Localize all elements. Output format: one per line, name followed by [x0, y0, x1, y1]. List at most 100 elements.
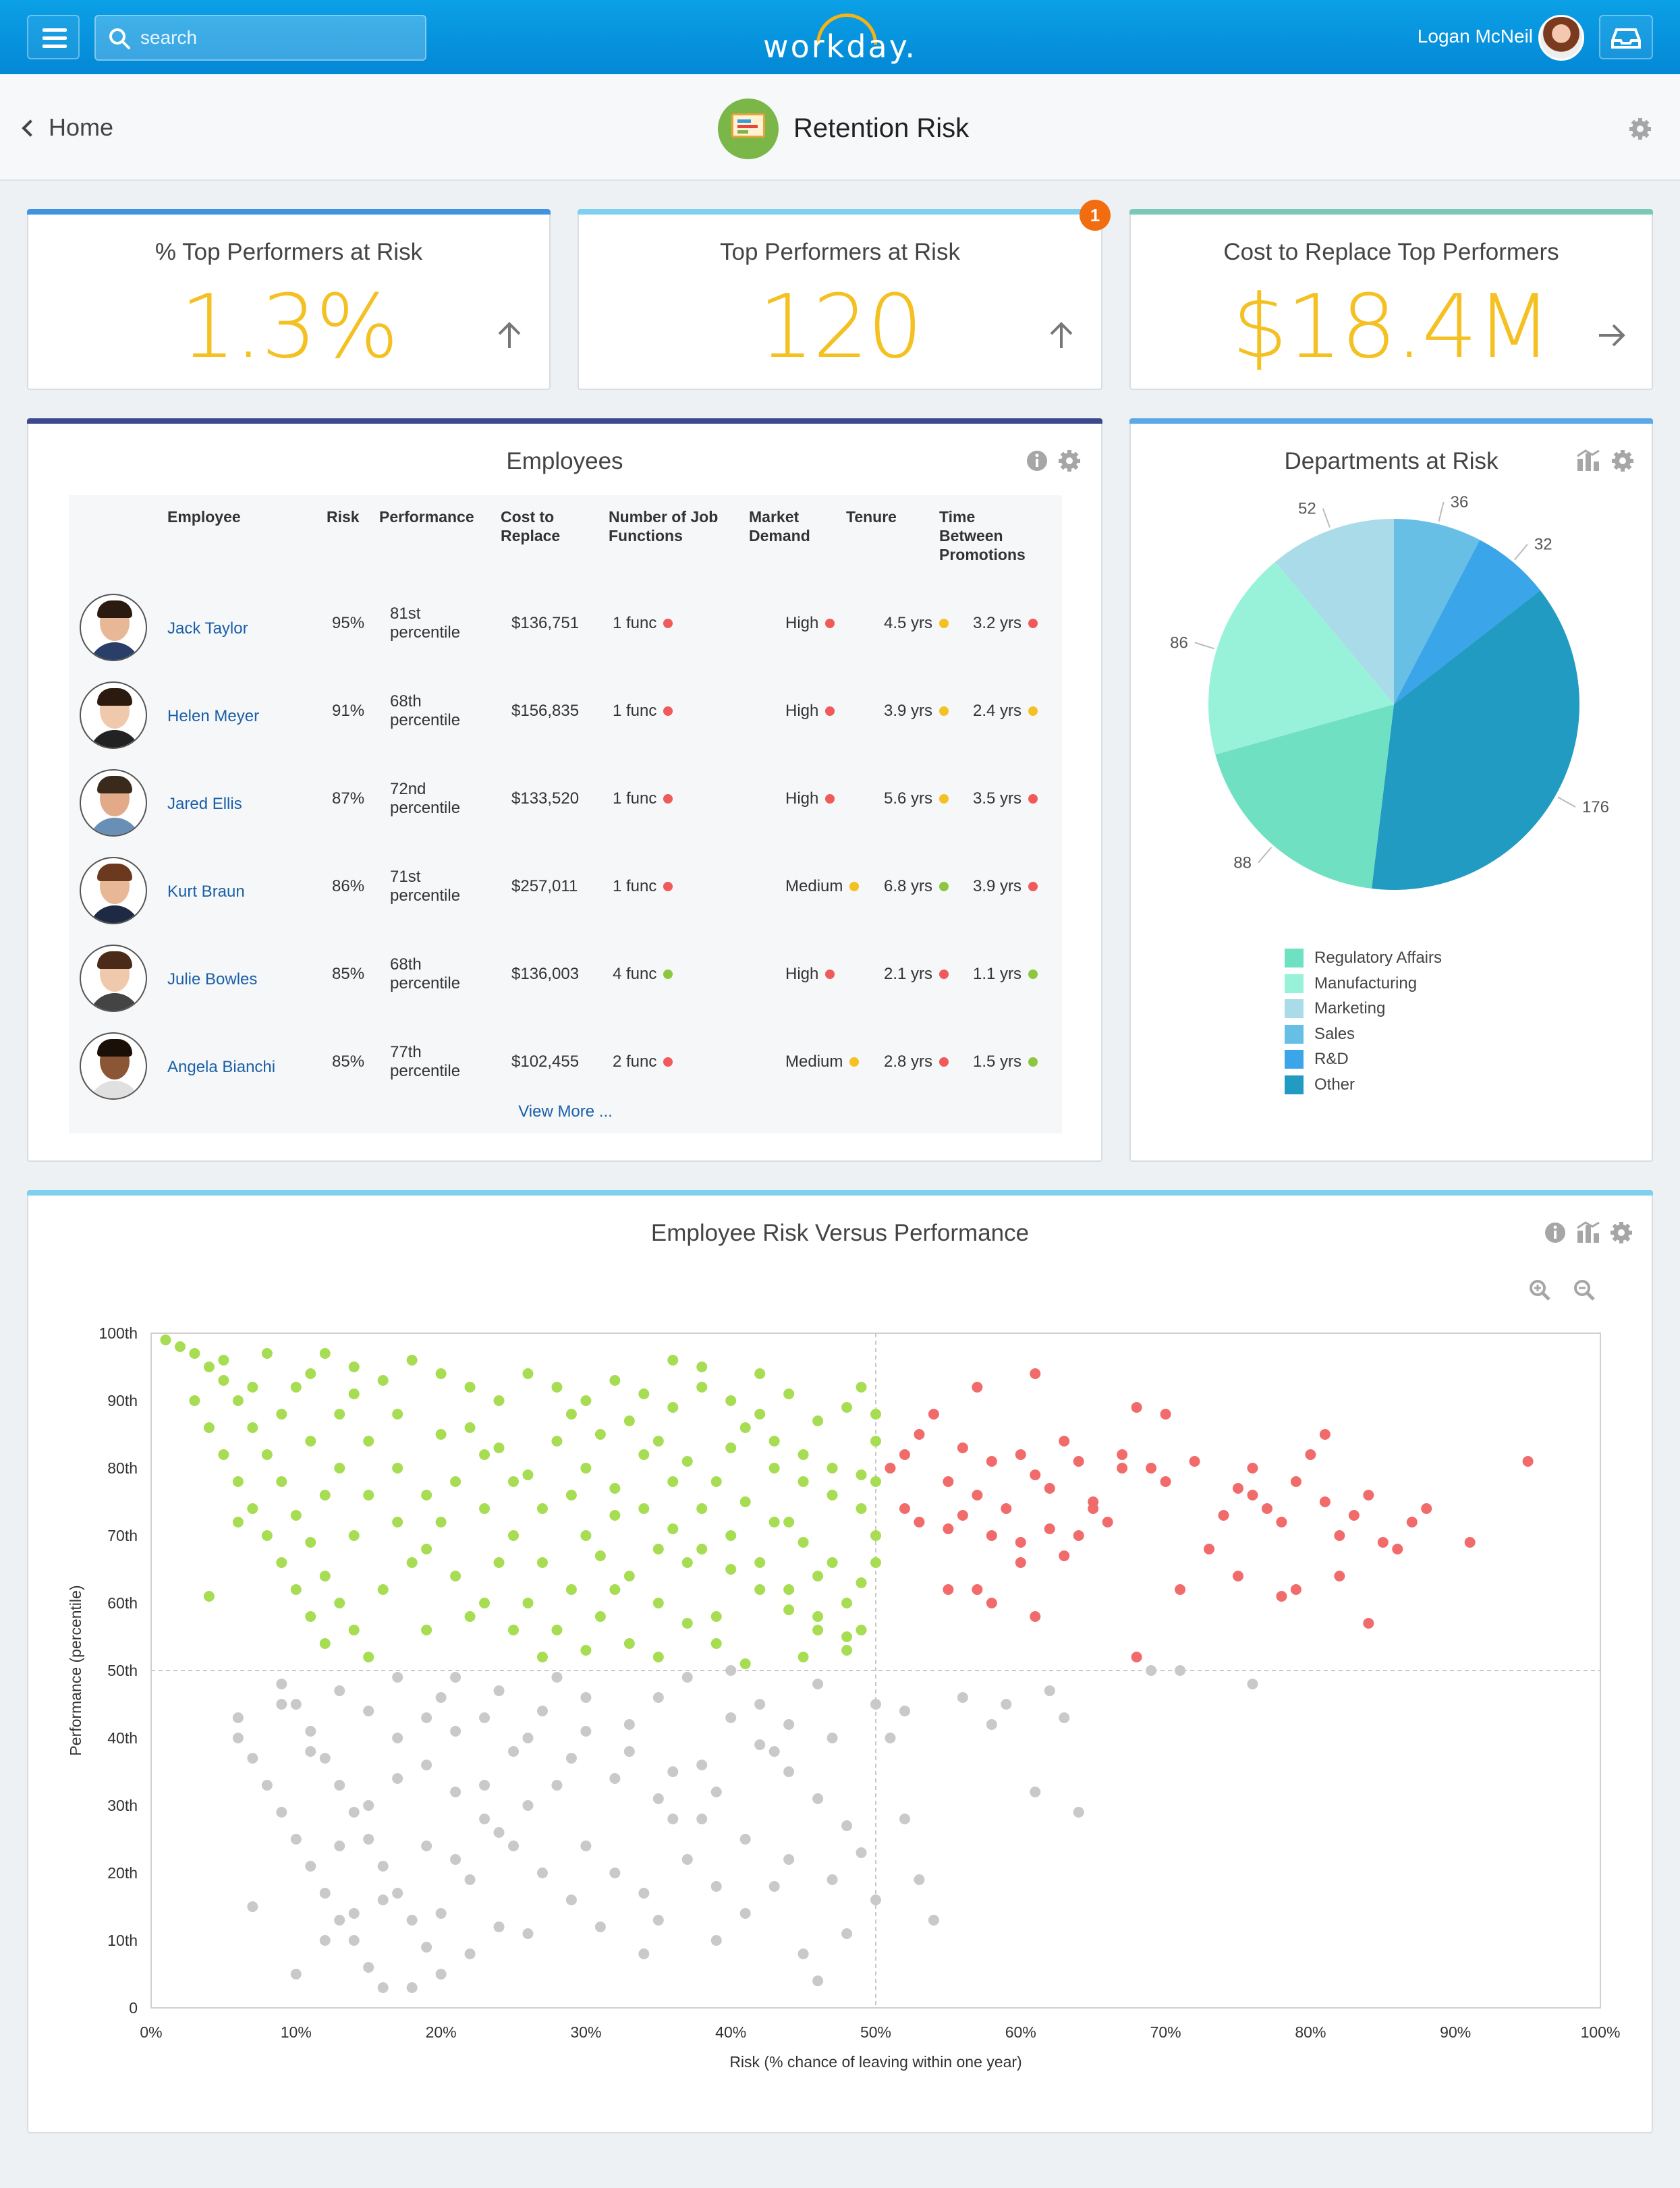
scatter-point[interactable]: [1160, 1476, 1171, 1487]
scatter-point[interactable]: [247, 1901, 258, 1912]
scatter-point[interactable]: [1059, 1436, 1070, 1447]
scatter-point[interactable]: [276, 1409, 287, 1420]
column-header[interactable]: Risk: [327, 507, 360, 526]
scatter-point[interactable]: [464, 1948, 476, 1959]
scatter-point[interactable]: [392, 1773, 403, 1784]
risk-performance-scatter-chart[interactable]: 0% 10% 20% 30% 40% 50% 60% 70% 80% 90% 100% 0 10th 20…: [28, 1272, 1652, 2129]
scatter-point[interactable]: [812, 1611, 824, 1622]
scatter-point[interactable]: [305, 1861, 316, 1872]
scatter-point[interactable]: [681, 1456, 693, 1467]
scatter-point[interactable]: [667, 1476, 679, 1487]
legend-item[interactable]: Manufacturing: [1285, 974, 1417, 993]
scatter-point[interactable]: [421, 1490, 432, 1500]
scatter-point[interactable]: [725, 1564, 737, 1575]
scatter-point[interactable]: [508, 1841, 519, 1851]
employee-name-link[interactable]: Helen Meyer: [167, 707, 260, 725]
employee-name-link[interactable]: Jack Taylor: [167, 619, 248, 638]
scatter-point[interactable]: [638, 1449, 650, 1460]
scatter-point[interactable]: [392, 1409, 403, 1420]
scatter-point[interactable]: [479, 1503, 491, 1514]
scatter-point[interactable]: [479, 1814, 491, 1824]
scatter-point[interactable]: [276, 1476, 287, 1487]
scatter-point[interactable]: [870, 1476, 881, 1487]
scatter-point[interactable]: [334, 1685, 345, 1696]
scatter-point[interactable]: [435, 1368, 447, 1379]
scatter-point[interactable]: [435, 1969, 447, 1980]
scatter-point[interactable]: [203, 1362, 215, 1372]
scatter-point[interactable]: [450, 1571, 461, 1581]
legend-item[interactable]: Regulatory Affairs: [1285, 949, 1442, 967]
scatter-point[interactable]: [914, 1429, 925, 1440]
scatter-point[interactable]: [421, 1760, 432, 1770]
scatter-point[interactable]: [522, 1368, 534, 1379]
scatter-point[interactable]: [594, 1429, 606, 1440]
scatter-point[interactable]: [189, 1395, 200, 1406]
scatter-point[interactable]: [638, 1948, 650, 1959]
scatter-point[interactable]: [305, 1726, 316, 1737]
scatter-point[interactable]: [1247, 1679, 1258, 1689]
scatter-point[interactable]: [1233, 1483, 1243, 1494]
scatter-point[interactable]: [1305, 1449, 1316, 1460]
scatter-point[interactable]: [421, 1942, 432, 1953]
scatter-point[interactable]: [522, 1469, 534, 1480]
scatter-point[interactable]: [290, 1510, 302, 1521]
scatter-point[interactable]: [290, 1969, 302, 1980]
workday-logo[interactable]: workday.: [742, 13, 938, 67]
scatter-point[interactable]: [232, 1476, 244, 1487]
scatter-point[interactable]: [247, 1422, 258, 1433]
scatter-point[interactable]: [377, 1861, 389, 1872]
scatter-point[interactable]: [754, 1409, 766, 1420]
scatter-point[interactable]: [638, 1388, 650, 1399]
zoom-in-icon[interactable]: [1528, 1278, 1552, 1302]
scatter-point[interactable]: [783, 1388, 795, 1399]
scatter-point[interactable]: [580, 1530, 592, 1541]
scatter-point[interactable]: [870, 1699, 881, 1710]
scatter-point[interactable]: [319, 1753, 331, 1764]
scatter-point[interactable]: [841, 1645, 853, 1656]
scatter-point[interactable]: [899, 1449, 910, 1460]
scatter-point[interactable]: [493, 1827, 505, 1838]
scatter-point[interactable]: [435, 1908, 447, 1919]
scatter-point[interactable]: [305, 1436, 316, 1447]
scatter-point[interactable]: [972, 1584, 983, 1595]
scatter-point[interactable]: [522, 1928, 534, 1939]
scatter-point[interactable]: [986, 1456, 997, 1467]
scatter-point[interactable]: [377, 1375, 389, 1386]
employee-name-link[interactable]: Kurt Braun: [167, 882, 245, 901]
scatter-point[interactable]: [1377, 1537, 1389, 1548]
scatter-point[interactable]: [696, 1382, 708, 1393]
scatter-point[interactable]: [1392, 1544, 1403, 1554]
scatter-point[interactable]: [508, 1476, 519, 1487]
scatter-point[interactable]: [986, 1530, 997, 1541]
employee-photo[interactable]: [80, 857, 147, 924]
scatter-point[interactable]: [783, 1719, 795, 1730]
scatter-point[interactable]: [797, 1476, 809, 1487]
scatter-point[interactable]: [812, 1625, 824, 1635]
scatter-point[interactable]: [290, 1584, 302, 1595]
scatter-point[interactable]: [986, 1719, 997, 1730]
scatter-point[interactable]: [667, 1523, 679, 1534]
scatter-point[interactable]: [710, 1881, 722, 1892]
scatter-point[interactable]: [551, 1780, 563, 1791]
scatter-point[interactable]: [1044, 1483, 1055, 1494]
table-row[interactable]: Jared Ellis 87% 72nd percentile $133,520 1 fu…: [69, 760, 1062, 847]
scatter-point[interactable]: [885, 1733, 896, 1743]
scatter-point[interactable]: [827, 1557, 838, 1568]
scatter-point[interactable]: [464, 1422, 476, 1433]
scatter-point[interactable]: [827, 1874, 838, 1885]
scatter-point[interactable]: [609, 1375, 621, 1386]
scatter-point[interactable]: [1290, 1476, 1301, 1487]
scatter-point[interactable]: [1334, 1571, 1345, 1581]
scatter-point[interactable]: [812, 1571, 824, 1581]
scatter-point[interactable]: [667, 1766, 679, 1777]
scatter-point[interactable]: [363, 1652, 374, 1662]
column-header[interactable]: Performance: [379, 507, 474, 526]
scatter-point[interactable]: [479, 1449, 491, 1460]
scatter-point[interactable]: [1421, 1503, 1432, 1514]
scatter-point[interactable]: [319, 1571, 331, 1581]
scatter-point[interactable]: [1030, 1611, 1041, 1622]
scatter-point[interactable]: [1015, 1537, 1026, 1548]
scatter-point[interactable]: [493, 1395, 505, 1406]
scatter-point[interactable]: [870, 1409, 881, 1420]
scatter-point[interactable]: [681, 1854, 693, 1865]
